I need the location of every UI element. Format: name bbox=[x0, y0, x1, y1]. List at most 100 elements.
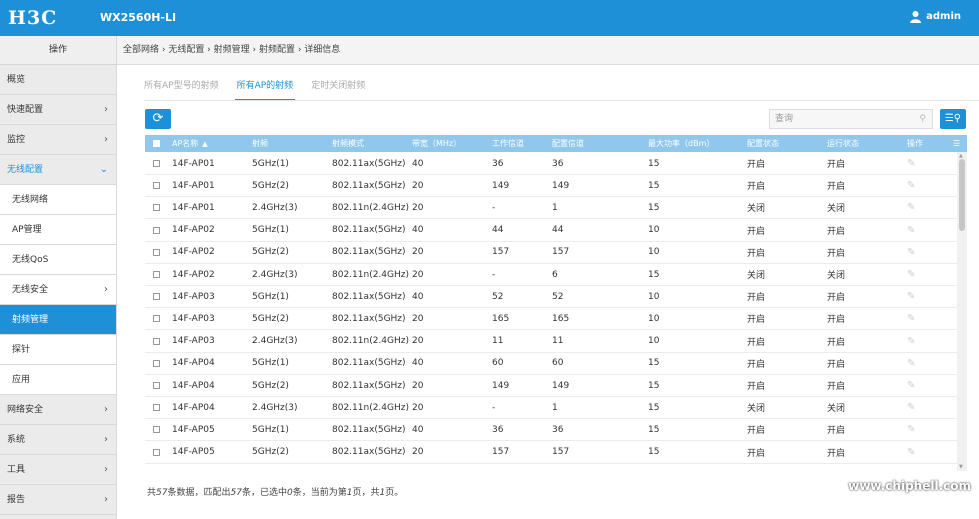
edit-icon[interactable]: ✎ bbox=[907, 380, 916, 391]
row-checkbox[interactable] bbox=[153, 448, 160, 456]
row-checkbox[interactable] bbox=[153, 359, 160, 367]
sidebar-item-overview[interactable]: 概览 bbox=[0, 65, 116, 95]
refresh-button[interactable]: ⟳ bbox=[145, 109, 171, 129]
column-header-config-status[interactable]: 配置状态 bbox=[747, 139, 779, 148]
scroll-up-icon[interactable]: ▲ bbox=[959, 153, 963, 159]
sidebar-item-monitor[interactable]: 监控 › bbox=[0, 125, 116, 155]
cell-max-power: 15 bbox=[648, 202, 660, 213]
edit-icon[interactable]: ✎ bbox=[907, 180, 916, 192]
row-checkbox[interactable] bbox=[153, 248, 160, 256]
sidebar-item-label: 射频管理 bbox=[12, 315, 49, 325]
row-checkbox[interactable] bbox=[153, 337, 160, 345]
row-checkbox[interactable] bbox=[153, 204, 160, 212]
table-row[interactable]: 14F-AP02 5GHz(1) 802.11ax(5GHz) 40 44 44 10 开启 开… bbox=[145, 220, 957, 242]
column-header-configured-channel[interactable]: 配置信道 bbox=[552, 139, 584, 148]
tab-bar: 所有AP型号的射频 所有AP的射频 定时关闭射频 bbox=[144, 77, 381, 101]
sidebar-item-wireless-network[interactable]: 无线网络 bbox=[0, 185, 116, 215]
cell-radio: 2.4GHz(3) bbox=[252, 269, 298, 280]
device-model: WX2560H-LI bbox=[100, 11, 177, 24]
table-row[interactable]: 14F-AP01 5GHz(2) 802.11ax(5GHz) 20 149 149 15 开… bbox=[145, 175, 957, 198]
cell-ap-name: 14F-AP03 bbox=[172, 336, 215, 347]
cell-running-status: 开启 bbox=[827, 182, 846, 193]
table-row[interactable]: 14F-AP03 2.4GHz(3) 802.11n(2.4GHz) 20 11 11 10… bbox=[145, 331, 957, 353]
advanced-search-button[interactable]: ☰⚲ bbox=[940, 109, 966, 129]
tab-all-ap-models-radios[interactable]: 所有AP型号的射频 bbox=[144, 81, 219, 91]
edit-icon[interactable]: ✎ bbox=[907, 313, 916, 325]
row-checkbox[interactable] bbox=[153, 382, 160, 389]
edit-icon[interactable]: ✎ bbox=[907, 158, 916, 169]
table-row[interactable]: 14F-AP04 2.4GHz(3) 802.11n(2.4GHz) 20 - 1 15 关闭… bbox=[145, 397, 957, 420]
column-header-max-power[interactable]: 最大功率（dBm） bbox=[648, 139, 715, 148]
user-menu[interactable]: admin bbox=[909, 10, 961, 23]
row-checkbox[interactable] bbox=[153, 315, 160, 323]
sidebar-item-quick-config[interactable]: 快速配置 › bbox=[0, 95, 116, 125]
column-header-running-status[interactable]: 运行状态 bbox=[827, 139, 859, 148]
cell-bandwidth: 20 bbox=[412, 336, 424, 347]
sidebar-item-tools[interactable]: 工具 › bbox=[0, 455, 116, 485]
edit-icon[interactable]: ✎ bbox=[907, 424, 916, 436]
sidebar-item-application[interactable]: 应用 bbox=[0, 365, 116, 395]
table-row[interactable]: 14F-AP02 5GHz(2) 802.11ax(5GHz) 20 157 157 10 开… bbox=[145, 242, 957, 264]
table-row[interactable]: 14F-AP05 5GHz(2) 802.11ax(5GHz) 20 157 157 15 开… bbox=[145, 442, 957, 464]
row-checkbox[interactable] bbox=[153, 271, 160, 278]
edit-icon[interactable]: ✎ bbox=[907, 224, 916, 236]
table-row[interactable]: 14F-AP03 5GHz(1) 802.11ax(5GHz) 40 52 52 10 开启 开… bbox=[145, 286, 957, 309]
watermark: www.chiphell.com bbox=[848, 479, 971, 493]
edit-icon[interactable]: ✎ bbox=[907, 246, 916, 258]
table-row[interactable]: 14F-AP01 2.4GHz(3) 802.11n(2.4GHz) 20 - 1 15 关闭… bbox=[145, 197, 957, 220]
tab-all-ap-radios[interactable]: 所有AP的射频 bbox=[234, 77, 296, 101]
column-header-radio-mode[interactable]: 射频模式 bbox=[332, 139, 364, 148]
cell-radio: 2.4GHz(3) bbox=[252, 202, 298, 213]
table-row[interactable]: 14F-AP04 5GHz(2) 802.11ax(5GHz) 20 149 149 15 开… bbox=[145, 375, 957, 397]
row-checkbox[interactable] bbox=[153, 226, 160, 234]
table-row[interactable]: 14F-AP01 5GHz(1) 802.11ax(5GHz) 40 36 36 15 开启 开… bbox=[145, 153, 957, 175]
sidebar-item-reports[interactable]: 报告 › bbox=[0, 485, 116, 515]
sidebar-item-probe[interactable]: 探针 bbox=[0, 335, 116, 365]
sidebar-item-ap-management[interactable]: AP管理 bbox=[0, 215, 116, 245]
edit-icon[interactable]: ✎ bbox=[907, 291, 916, 303]
edit-icon[interactable]: ✎ bbox=[907, 269, 916, 280]
edit-icon[interactable]: ✎ bbox=[907, 202, 916, 214]
row-checkbox[interactable] bbox=[153, 182, 160, 190]
sidebar-item-wireless-security[interactable]: 无线安全 › bbox=[0, 275, 116, 305]
table-row[interactable]: 14F-AP05 5GHz(1) 802.11ax(5GHz) 40 36 36 15 开启 开… bbox=[145, 419, 957, 442]
column-menu-icon[interactable]: ☰ bbox=[953, 139, 961, 148]
breadcrumb: 全部网络 › 无线配置 › 射频管理 › 射频配置 › 详细信息 bbox=[117, 36, 979, 65]
search-input[interactable]: 查询 ⚲ bbox=[769, 109, 933, 129]
sidebar-item-wireless-qos[interactable]: 无线QoS bbox=[0, 245, 116, 275]
edit-icon[interactable]: ✎ bbox=[907, 446, 916, 458]
table-row[interactable]: 14F-AP02 2.4GHz(3) 802.11n(2.4GHz) 20 - 6 15 关闭… bbox=[145, 264, 957, 286]
cell-max-power: 15 bbox=[648, 358, 660, 369]
cell-bandwidth: 20 bbox=[412, 447, 424, 458]
cell-ap-name: 14F-AP01 bbox=[172, 202, 215, 213]
column-header-ap-name[interactable]: AP名称 ▲ bbox=[172, 139, 208, 148]
sidebar-item-wireless-config[interactable]: 无线配置 ⌄ bbox=[0, 155, 116, 185]
cell-radio-mode: 802.11n(2.4GHz) bbox=[332, 202, 409, 213]
tab-scheduled-radio-off[interactable]: 定时关闭射频 bbox=[311, 81, 366, 91]
row-checkbox[interactable] bbox=[153, 426, 160, 434]
row-checkbox[interactable] bbox=[153, 160, 160, 167]
select-all-checkbox[interactable] bbox=[153, 140, 160, 147]
cell-config-status: 开启 bbox=[747, 160, 766, 170]
current-page: 1 bbox=[346, 488, 353, 498]
scroll-thumb[interactable] bbox=[959, 159, 965, 231]
table-row[interactable]: 14F-AP04 5GHz(1) 802.11ax(5GHz) 40 60 60 15 开启 开… bbox=[145, 353, 957, 375]
column-header-working-channel[interactable]: 工作信道 bbox=[492, 139, 524, 148]
row-checkbox[interactable] bbox=[153, 404, 160, 412]
search-placeholder: 查询 bbox=[775, 114, 794, 124]
column-header-radio[interactable]: 射频 bbox=[252, 139, 268, 148]
edit-icon[interactable]: ✎ bbox=[907, 402, 916, 414]
sidebar-item-system[interactable]: 系统 › bbox=[0, 425, 116, 455]
sidebar-item-network-security[interactable]: 网络安全 › bbox=[0, 395, 116, 425]
edit-icon[interactable]: ✎ bbox=[907, 335, 916, 347]
table-scrollbar[interactable]: ▲ ▼ bbox=[957, 152, 967, 471]
sidebar-item-radio-management[interactable]: 射频管理 bbox=[0, 305, 116, 335]
column-header-bandwidth[interactable]: 带宽（MHz） bbox=[412, 139, 462, 148]
cell-radio: 5GHz(1) bbox=[252, 424, 289, 435]
cell-working-channel: 52 bbox=[492, 291, 504, 302]
scroll-down-icon[interactable]: ▼ bbox=[959, 464, 963, 470]
cell-configured-channel: 60 bbox=[552, 358, 564, 369]
edit-icon[interactable]: ✎ bbox=[907, 357, 916, 369]
row-checkbox[interactable] bbox=[153, 293, 160, 301]
table-row[interactable]: 14F-AP03 5GHz(2) 802.11ax(5GHz) 20 165 165 10 开… bbox=[145, 308, 957, 331]
